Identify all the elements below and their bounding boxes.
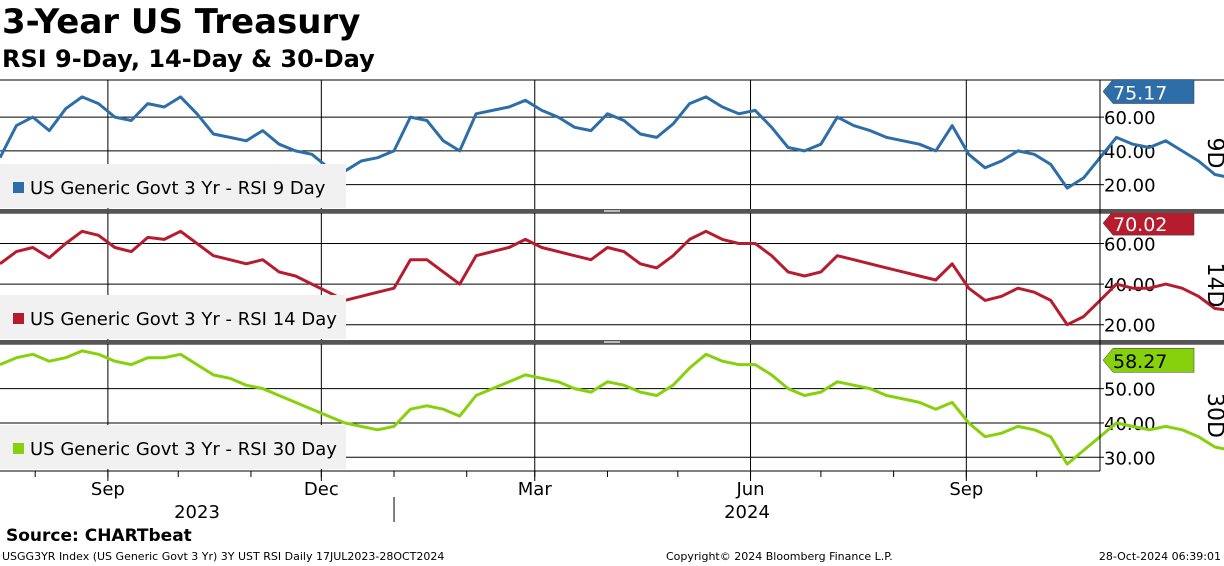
last-value-flag bbox=[1102, 210, 1195, 236]
panel-axis-label: 14D bbox=[1202, 263, 1224, 308]
panel-axis-label: 9D bbox=[1202, 138, 1224, 169]
x-tick-label: Mar bbox=[518, 479, 553, 500]
y-tick-label: 20.00 bbox=[1104, 176, 1156, 197]
legend-box bbox=[0, 164, 346, 208]
last-value-label: 58.27 bbox=[1113, 351, 1167, 373]
y-tick-label: 60.00 bbox=[1104, 234, 1156, 255]
x-tick-label: Jun bbox=[735, 479, 764, 500]
footer-index-info: USGG3YR Index (US Generic Govt 3 Yr) 3Y … bbox=[2, 550, 445, 563]
legend-box bbox=[0, 295, 346, 339]
separator-grip bbox=[604, 341, 620, 343]
legend-swatch bbox=[13, 313, 24, 324]
chart-title: 3-Year US Treasury bbox=[2, 2, 361, 42]
source-label: Source: CHARTbeat bbox=[6, 526, 192, 546]
x-tick-label: Sep bbox=[91, 479, 125, 500]
legend-label: US Generic Govt 3 Yr - RSI 30 Day bbox=[30, 439, 337, 460]
footer-copyright: Copyright© 2024 Bloomberg Finance L.P. bbox=[666, 550, 893, 563]
last-value-flag bbox=[1102, 347, 1195, 373]
legend-swatch bbox=[13, 443, 24, 454]
legend-label: US Generic Govt 3 Yr - RSI 14 Day bbox=[30, 309, 337, 330]
chart-subtitle: RSI 9-Day, 14-Day & 30-Day bbox=[2, 45, 375, 73]
series-line bbox=[0, 349, 1224, 466]
y-tick-label: 60.00 bbox=[1104, 108, 1156, 129]
series-line bbox=[0, 95, 1224, 190]
separator-grip bbox=[604, 210, 620, 212]
year-label: 2023 bbox=[174, 502, 220, 523]
year-label: 2024 bbox=[724, 502, 770, 523]
x-tick-label: Dec bbox=[304, 479, 339, 500]
panel-axis-label: 30D bbox=[1202, 393, 1224, 438]
last-value-label: 70.02 bbox=[1113, 214, 1167, 236]
y-tick-label: 50.00 bbox=[1104, 380, 1156, 401]
y-tick-label: 30.00 bbox=[1104, 448, 1156, 469]
legend-box bbox=[0, 425, 346, 469]
footer-timestamp: 28-Oct-2024 06:39:01 bbox=[1098, 550, 1221, 563]
last-value-label: 75.17 bbox=[1113, 83, 1167, 105]
y-tick-label: 20.00 bbox=[1104, 316, 1156, 337]
x-tick-label: Sep bbox=[949, 479, 983, 500]
last-value-flag bbox=[1102, 79, 1195, 104]
series-line bbox=[0, 229, 1224, 327]
y-tick-label: 40.00 bbox=[1104, 275, 1156, 296]
legend-swatch bbox=[13, 182, 24, 193]
legend-label: US Generic Govt 3 Yr - RSI 9 Day bbox=[30, 178, 326, 199]
